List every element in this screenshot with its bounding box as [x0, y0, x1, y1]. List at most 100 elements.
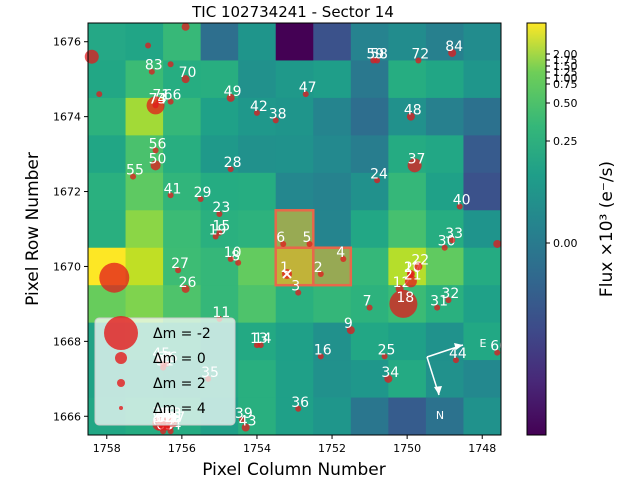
aperture-pixel — [274, 246, 315, 287]
pixel-cell — [313, 60, 352, 99]
pixel-cell — [313, 135, 352, 174]
pixel-cell — [463, 23, 502, 61]
target-marker — [282, 269, 292, 279]
star-label: 5 — [303, 230, 312, 246]
pixel-cell — [163, 23, 202, 61]
aperture-pixel — [274, 209, 315, 249]
pixel-cell — [463, 135, 502, 174]
colorbar-tick-label: 1.25 — [553, 66, 578, 79]
star-marker — [216, 211, 223, 218]
y-tick-label: 1676 — [53, 36, 81, 49]
pixel-cell — [163, 172, 202, 211]
pixel-cell — [463, 172, 502, 211]
star-label: 84 — [445, 39, 463, 55]
pixel-cell — [425, 360, 464, 399]
pixel-cell — [350, 60, 389, 99]
star-marker — [238, 417, 245, 424]
star-marker — [295, 289, 302, 296]
pixel-cell — [463, 360, 502, 399]
star-marker — [227, 255, 234, 262]
pixel-cell — [275, 397, 314, 436]
colorbar-tick-label: 1.50 — [553, 60, 578, 73]
star-marker — [317, 270, 324, 277]
star-marker — [148, 68, 155, 75]
star-label: 41 — [164, 181, 182, 197]
star-label: 40 — [453, 193, 471, 209]
star-marker — [407, 158, 422, 173]
star-marker — [452, 357, 459, 364]
star-marker — [456, 203, 463, 210]
legend-marker — [104, 316, 138, 350]
star-marker — [152, 102, 159, 109]
pixel-cell — [163, 135, 202, 174]
star-marker — [181, 284, 190, 293]
star-marker — [253, 109, 260, 116]
star-label: 24 — [370, 166, 388, 182]
legend-marker — [117, 379, 125, 387]
compass-rose: E N — [426, 337, 487, 422]
colorbar-tick-label: 2.00 — [553, 48, 578, 61]
aperture-pixel — [312, 246, 353, 287]
pixel-cell — [350, 210, 389, 249]
pixel-cell — [163, 247, 202, 286]
pixel-cell — [275, 23, 314, 61]
x-tick-label: 1756 — [168, 442, 196, 455]
pixel-cell — [275, 322, 314, 361]
pixel-cell — [313, 97, 352, 136]
star-label: 18 — [396, 290, 414, 306]
pixel-cell — [313, 360, 352, 399]
star-marker — [145, 42, 152, 49]
star-label: 29 — [194, 185, 212, 201]
star-label: 39 — [235, 406, 253, 422]
pixel-cell — [350, 97, 389, 136]
legend-label: Δm = 2 — [153, 376, 206, 392]
aperture-mask — [274, 209, 353, 287]
star-label: 70 — [179, 65, 197, 81]
pixel-cell — [163, 210, 202, 249]
north-arrow-head — [434, 386, 442, 395]
pixel-cell — [88, 135, 127, 174]
star-label: 15 — [212, 219, 230, 235]
pixel-cell — [350, 247, 389, 286]
star-marker — [167, 61, 174, 68]
pixel-cell — [88, 172, 127, 211]
star-marker — [414, 262, 423, 271]
north-label: N — [436, 409, 444, 422]
star-marker — [96, 91, 103, 98]
star-marker — [84, 49, 99, 64]
colorbar-tick-label: 0.25 — [553, 135, 578, 148]
star-marker — [257, 342, 264, 349]
pixel-cell — [388, 23, 427, 61]
pixel-cell — [200, 97, 239, 136]
star-marker — [302, 91, 309, 98]
star-label: 56 — [149, 136, 167, 152]
x-axis-label: Pixel Column Number — [202, 460, 386, 480]
star-marker — [317, 353, 324, 360]
pixel-cell — [200, 172, 239, 211]
star-marker — [445, 297, 452, 304]
star-label: 50 — [149, 151, 167, 167]
star-marker — [370, 57, 377, 64]
star-marker — [280, 240, 287, 247]
star-label: 60 — [490, 339, 508, 355]
star-label: 9 — [344, 316, 353, 332]
star-label: 6 — [276, 230, 285, 246]
star-marker — [404, 275, 417, 288]
x-axis: 1758 1756 1754 1752 1750 1748 — [93, 435, 496, 455]
star-label: 23 — [212, 200, 230, 216]
star-label: 26 — [179, 275, 197, 291]
x-tick-label: 1758 — [93, 442, 121, 455]
pixel-cell — [238, 172, 277, 211]
star-marker — [181, 22, 190, 31]
y-tick-label: 1670 — [53, 260, 81, 273]
colorbar-tick-label: 1.75 — [553, 54, 578, 67]
star-label: 73 — [149, 91, 167, 107]
legend-label: Δm = -2 — [153, 326, 211, 342]
colorbar-label: Flux ×10³ (e⁻/s) — [597, 161, 617, 297]
star-label: 13 — [250, 331, 268, 347]
star-marker — [389, 289, 418, 318]
colorbar-tick-label: 0.75 — [553, 78, 578, 91]
star-marker — [340, 255, 347, 262]
magnitude-legend: Δm = -2 Δm = 0 Δm = 2 Δm = 4 — [94, 316, 236, 426]
star-marker — [130, 173, 137, 180]
